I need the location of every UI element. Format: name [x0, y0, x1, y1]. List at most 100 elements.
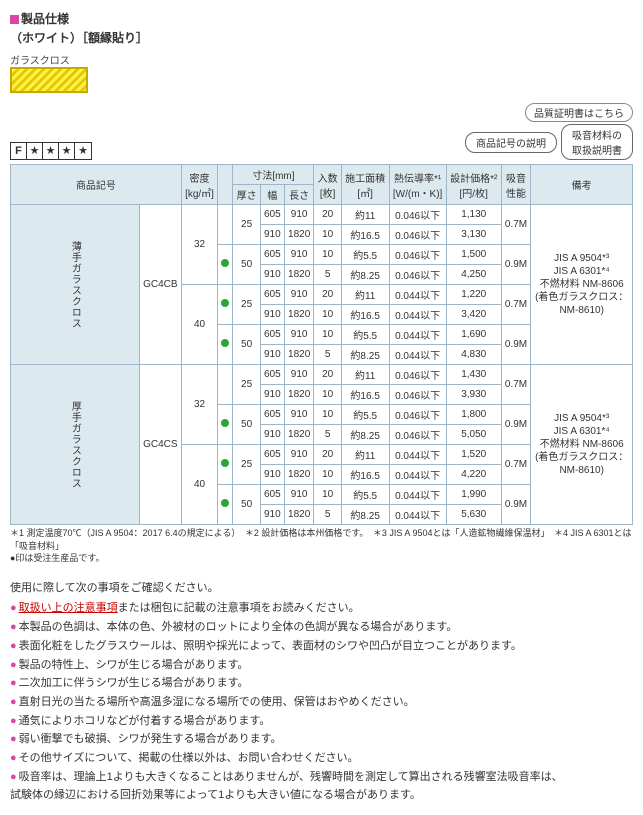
cell: 約8.25	[341, 265, 389, 285]
green-dot-icon	[221, 419, 229, 427]
manual-link-l2: 取扱説明書	[572, 142, 622, 157]
cell: 0.9M	[501, 245, 531, 285]
green-dot-icon	[221, 339, 229, 347]
cell: 約16.5	[341, 225, 389, 245]
cell: 0.046以下	[389, 265, 446, 285]
cell: 0.044以下	[389, 325, 446, 345]
cell: 約5.5	[341, 405, 389, 425]
cell: 5	[314, 425, 341, 445]
cell: 1,500	[446, 245, 501, 265]
f-star-rating: F ★ ★ ★ ★	[10, 142, 92, 160]
manual-link-l1: 吸音材料の	[572, 127, 622, 142]
cell: 25	[233, 445, 260, 485]
cell: 50	[233, 485, 260, 525]
cell: 910	[260, 345, 284, 365]
th-code: 商品記号	[11, 165, 182, 205]
note-item: 通気によりホコリなどが付着する場合があります。	[10, 712, 633, 731]
cell: 1820	[284, 225, 314, 245]
cell: 3,420	[446, 305, 501, 325]
cell: 4,830	[446, 345, 501, 365]
subtitle: （ホワイト）［額縁貼り］	[10, 29, 633, 46]
cell: 910	[284, 405, 314, 425]
code-explain-link[interactable]: 商品記号の説明	[465, 132, 557, 153]
cell: 0.7M	[501, 205, 531, 245]
note-item: 本製品の色調は、本体の色、外被材のロットにより全体の色調が異なる場合があります。	[10, 618, 633, 637]
cell: 1820	[284, 425, 314, 445]
cell: 約16.5	[341, 385, 389, 405]
note-item-cont: 試験体の縁辺における回折効果等によって1よりも大きい値になる場合があります。	[10, 786, 633, 805]
code-gc4cb: GC4CB	[139, 205, 181, 365]
cell: 5,050	[446, 425, 501, 445]
cell-dot	[218, 485, 233, 525]
cell-dot	[218, 205, 233, 245]
green-dot-icon	[221, 259, 229, 267]
cell: 1,990	[446, 485, 501, 505]
footnote-line2: ●印は受注生産品です。	[10, 552, 633, 565]
cell: 40	[181, 445, 217, 525]
cell: 0.044以下	[389, 465, 446, 485]
th-count: 入数[枚]	[314, 165, 341, 205]
cell: 約5.5	[341, 485, 389, 505]
cell: 910	[260, 505, 284, 525]
handling-notes-link[interactable]: 取扱い上の注意事項	[19, 602, 118, 614]
cell: 1,520	[446, 445, 501, 465]
cell: 910	[260, 385, 284, 405]
cell: 40	[181, 285, 217, 365]
code-gc4cs: GC4CS	[139, 365, 181, 525]
cell: 605	[260, 325, 284, 345]
cell: 約5.5	[341, 325, 389, 345]
cell: 910	[260, 465, 284, 485]
cell: 910	[260, 225, 284, 245]
cell: 0.044以下	[389, 345, 446, 365]
note-item: 取扱い上の注意事項または梱包に記載の注意事項をお読みください。	[10, 599, 633, 618]
cell: 0.044以下	[389, 485, 446, 505]
footnote-line1: ＊1 測定温度70℃（JIS A 9504：2017 6.4の規定による） ＊2…	[10, 527, 633, 552]
th-thick: 厚さ	[233, 185, 260, 205]
cell: 10	[314, 385, 341, 405]
note-item: 弱い衝撃でも破損、シワが発生する場合があります。	[10, 730, 633, 749]
remarks-cb: JIS A 9504*³JIS A 6301*⁴不燃材料 NM-8606(着色ガ…	[531, 205, 633, 365]
cell: 20	[314, 205, 341, 225]
cell: 1,220	[446, 285, 501, 305]
cell: 3,130	[446, 225, 501, 245]
cell: 約8.25	[341, 425, 389, 445]
cell: 0.044以下	[389, 505, 446, 525]
cell: 10	[314, 405, 341, 425]
manual-link[interactable]: 吸音材料の取扱説明書	[561, 124, 633, 160]
quality-doc-link[interactable]: 品質証明書はこちら	[525, 103, 633, 122]
cell: 0.9M	[501, 485, 531, 525]
th-dim: 寸法[mm]	[233, 165, 314, 185]
cell: 約11	[341, 285, 389, 305]
cell: 605	[260, 365, 284, 385]
remarks-cs: JIS A 9504*³JIS A 6301*⁴不燃材料 NM-8606(着色ガ…	[531, 365, 633, 525]
section-title-text: 製品仕様	[21, 12, 69, 26]
cell: 0.046以下	[389, 365, 446, 385]
cell: 32	[181, 365, 217, 445]
cell: 0.046以下	[389, 425, 446, 445]
cell: 4,220	[446, 465, 501, 485]
th-length: 長さ	[284, 185, 314, 205]
cell: 1,430	[446, 365, 501, 385]
cat-thin: 薄手ガラスクロス	[11, 205, 140, 365]
cell: 0.044以下	[389, 285, 446, 305]
cell: 10	[314, 485, 341, 505]
th-price: 設計価格*²[円/枚]	[446, 165, 501, 205]
green-dot-icon	[221, 299, 229, 307]
cell: 605	[260, 485, 284, 505]
notes-lead: 使用に際して次の事項をご確認ください。	[10, 579, 633, 598]
cell: 1820	[284, 505, 314, 525]
cell: 5,630	[446, 505, 501, 525]
cell: 25	[233, 205, 260, 245]
cell: 約16.5	[341, 465, 389, 485]
cell: 50	[233, 325, 260, 365]
star-icon: ★	[27, 143, 43, 159]
th-cond: 熱伝導率*¹[W/(m・K)]	[389, 165, 446, 205]
cell: 約8.25	[341, 345, 389, 365]
cell-dot	[218, 405, 233, 445]
cell: 0.9M	[501, 405, 531, 445]
cell: 約8.25	[341, 505, 389, 525]
cell: 10	[314, 225, 341, 245]
cell: 0.046以下	[389, 245, 446, 265]
cell: 32	[181, 205, 217, 285]
cell: 0.044以下	[389, 445, 446, 465]
